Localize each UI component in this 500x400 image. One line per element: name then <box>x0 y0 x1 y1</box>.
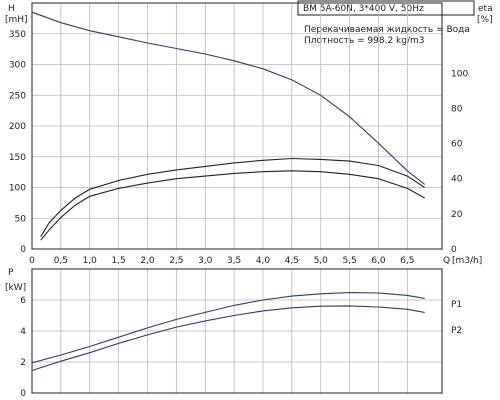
flow-tick-label: 5,5 <box>342 256 356 266</box>
flow-tick-label: 3,0 <box>198 256 213 266</box>
model-label: BM 5A-60N, 3*400 V, 50Hz <box>303 4 424 14</box>
flow-tick-label: 1,0 <box>83 256 98 266</box>
flow-tick-label: 1,5 <box>111 256 125 266</box>
flow-tick-label: 2,0 <box>140 256 155 266</box>
head-axis-label: H <box>8 4 15 14</box>
flow-axis-label: Q <box>443 256 450 266</box>
flow-tick-label: 4,5 <box>285 256 299 266</box>
flow-tick-label: 6,5 <box>400 256 414 266</box>
flow-tick-label: 0,5 <box>54 256 68 266</box>
flow-axis-unit: [m3/h] <box>452 256 482 266</box>
eta-tick-label: 80 <box>451 104 463 114</box>
power-tick-label: 6 <box>20 296 26 306</box>
head-tick-label: 350 <box>9 30 26 40</box>
power-tick-label: 0 <box>20 389 26 399</box>
model-label-box <box>297 0 475 16</box>
p1-power-curve <box>31 292 425 364</box>
flow-tick-label: 3,5 <box>227 256 241 266</box>
flow-tick-label: 2,5 <box>169 256 183 266</box>
flow-tick-label: 4,0 <box>256 256 271 266</box>
eta-tick-label: 100 <box>451 69 468 79</box>
eta-axis-unit: [%] <box>477 15 493 25</box>
p1-series-label: P1 <box>451 300 462 310</box>
head-curve <box>31 11 426 185</box>
info-line-liquid: Перекачиваемая жидкость = Вода <box>304 25 470 35</box>
head-tick-label: 0 <box>20 245 26 255</box>
efficiency-curve-upper <box>40 157 426 237</box>
head-tick-label: 200 <box>9 122 26 132</box>
power-tick-label: 4 <box>20 327 26 337</box>
power-axis-unit: [kW] <box>5 283 26 293</box>
eta-tick-label: 0 <box>451 245 457 255</box>
eta-tick-label: 60 <box>451 140 463 150</box>
power-axis-label: P <box>8 268 14 278</box>
head-axis-unit: [mH] <box>5 15 28 25</box>
p2-power-curve <box>31 305 425 372</box>
head-tick-label: 300 <box>9 61 26 71</box>
top-plot-frame <box>31 2 443 250</box>
p2-series-label: P2 <box>451 326 462 336</box>
head-tick-label: 50 <box>15 214 27 224</box>
efficiency-curve-lower <box>40 170 425 241</box>
flow-tick-label: 6,0 <box>371 256 386 266</box>
head-tick-label: 250 <box>9 91 26 101</box>
eta-axis-label: eta <box>478 4 493 14</box>
eta-tick-label: 40 <box>451 175 463 185</box>
power-tick-label: 2 <box>20 358 26 368</box>
bottom-plot-frame <box>31 268 443 394</box>
head-tick-label: 100 <box>9 184 26 194</box>
eta-tick-label: 20 <box>451 210 463 220</box>
flow-tick-label: 0 <box>29 256 35 266</box>
flow-tick-label: 5,0 <box>314 256 329 266</box>
head-tick-label: 150 <box>9 153 26 163</box>
info-line-density: Плотность = 998.2 kg/m3 <box>304 36 425 46</box>
